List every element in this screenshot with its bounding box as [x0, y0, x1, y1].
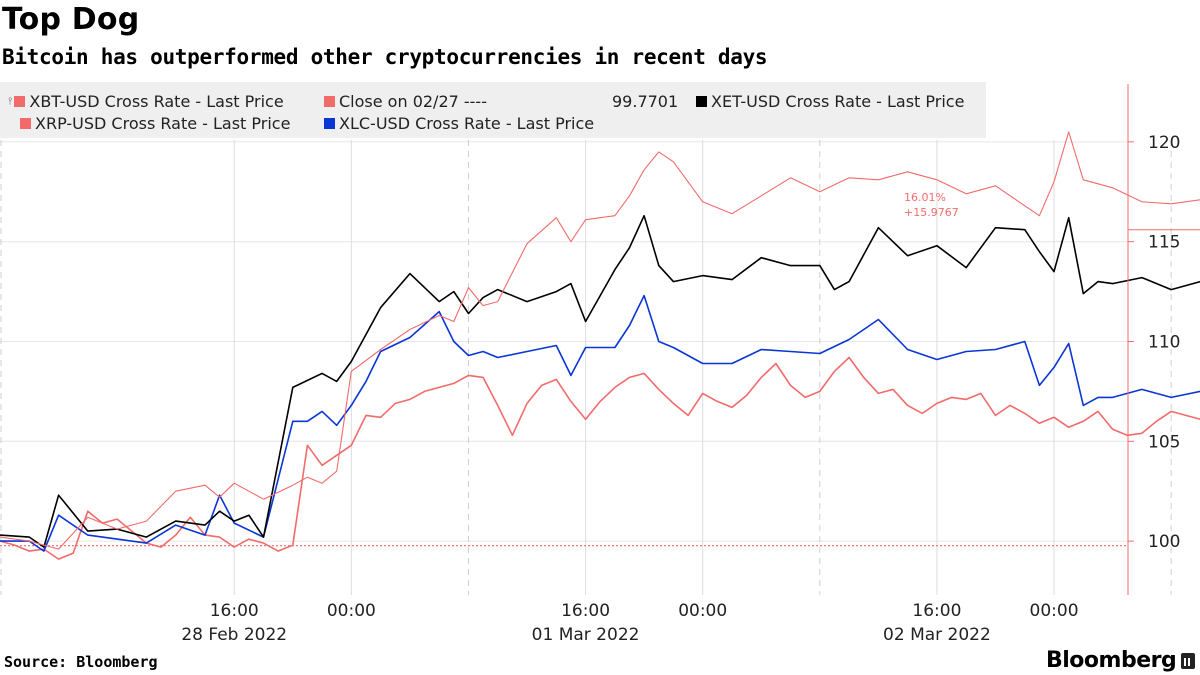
legend-value-close: 99.7701 — [612, 92, 679, 111]
series-line-xlc-usd — [0, 294, 1200, 552]
legend-item-close[interactable]: Close on 02/27 ---- 99.7701 — [324, 92, 678, 111]
x-tick-date: 28 Feb 2022 — [181, 625, 287, 645]
legend-swatch-xrp — [20, 118, 31, 129]
axis-layer: 100 105 110 115 120 16:00 28 Feb 2022 00:00 16:0… — [181, 84, 1180, 645]
series-line-xet-usd — [0, 214, 1200, 548]
legend-label-xrp: XRP-USD Cross Rate - Last Price — [35, 114, 291, 133]
y-tick-label: 120 — [1148, 133, 1180, 153]
pin-icon: ⫯ — [8, 96, 13, 107]
x-tick-date: 02 Mar 2022 — [883, 625, 991, 645]
legend-item-xbt[interactable]: ⫯ XBT-USD Cross Rate - Last Price — [8, 92, 284, 111]
legend: ⫯ XBT-USD Cross Rate - Last Price Close … — [0, 82, 986, 138]
last-change-value: +15.9767 — [904, 206, 959, 219]
legend-label-close: Close on 02/27 ---- — [339, 92, 487, 111]
x-tick-time: 16:00 — [912, 601, 961, 621]
legend-label-xbt: XBT-USD Cross Rate - Last Price — [29, 92, 284, 111]
legend-label-xlc: XLC-USD Cross Rate - Last Price — [339, 114, 595, 133]
legend-item-xlc[interactable]: XLC-USD Cross Rate - Last Price — [324, 114, 594, 133]
series-layer — [0, 131, 1200, 560]
legend-item-xet[interactable]: XET-USD Cross Rate - Last Price — [696, 92, 964, 111]
legend-swatch-xlc — [324, 118, 335, 129]
chart-subtitle: Bitcoin has outperformed other cryptocur… — [2, 45, 768, 69]
source-note: Source: Bloomberg — [4, 653, 158, 671]
legend-label-xet: XET-USD Cross Rate - Last Price — [711, 92, 965, 111]
chart-title: Top Dog — [2, 2, 140, 37]
legend-swatch-xbt — [14, 96, 26, 107]
terminal-icon — [1181, 652, 1196, 669]
x-tick-time: 16:00 — [561, 601, 610, 621]
x-tick-time: 00:00 — [1030, 601, 1079, 621]
bloomberg-logo: Bloomberg — [1046, 648, 1196, 673]
series-line-xbt-usd — [0, 131, 1200, 550]
y-tick-label: 110 — [1148, 332, 1180, 352]
x-tick-time: 16:00 — [210, 601, 259, 621]
legend-swatch-xet — [696, 96, 707, 107]
x-tick-date: 01 Mar 2022 — [532, 625, 640, 645]
grid-layer — [0, 140, 1172, 595]
brand-label: Bloomberg — [1046, 648, 1177, 673]
series-line-xrp-usd — [0, 356, 1200, 560]
last-change-percent: 16.01% — [904, 191, 946, 204]
legend-item-xrp[interactable]: XRP-USD Cross Rate - Last Price — [20, 114, 290, 133]
y-tick-label: 105 — [1148, 432, 1180, 452]
y-tick-label: 115 — [1148, 233, 1180, 253]
x-tick-time: 00:00 — [678, 601, 727, 621]
x-tick-time: 00:00 — [327, 601, 376, 621]
legend-swatch-close — [324, 96, 335, 107]
y-tick-label: 100 — [1148, 532, 1180, 552]
